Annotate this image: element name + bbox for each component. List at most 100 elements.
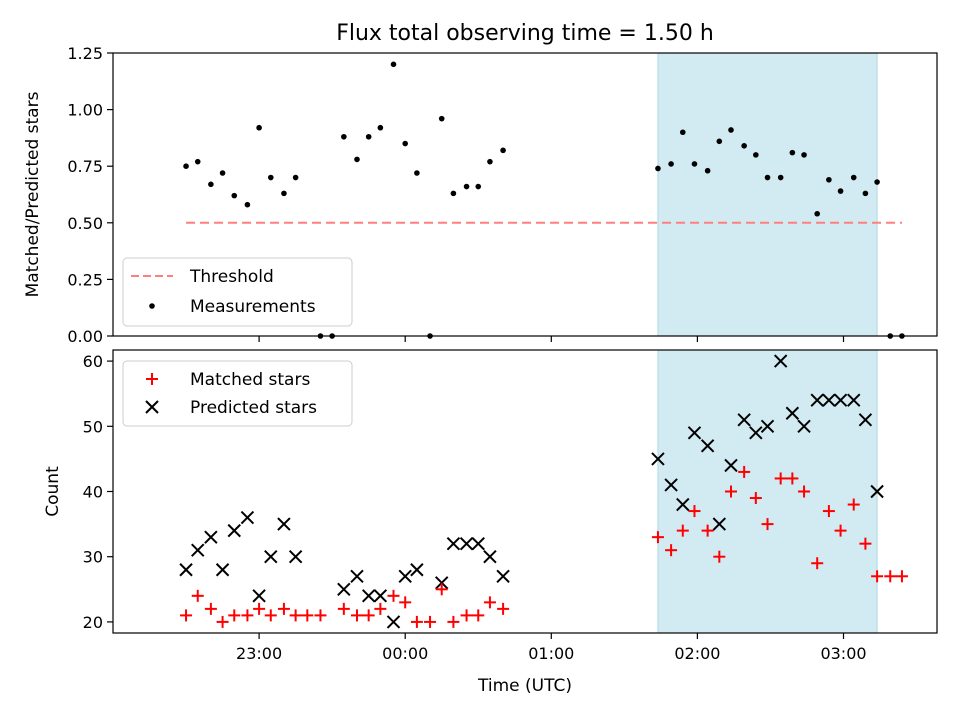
predicted-star-point — [712, 517, 727, 531]
matched-star-point — [725, 485, 737, 498]
threshold-legend-label: Threshold — [189, 267, 274, 287]
predicted-star-point — [459, 536, 474, 551]
matched-star-point — [435, 583, 448, 596]
time-x-tick-label: 02:00 — [674, 644, 720, 663]
measurement-point — [789, 149, 796, 156]
matched-star-point — [738, 465, 751, 478]
predicted-legend-label: Predicted stars — [190, 398, 317, 418]
measurement-point — [862, 190, 869, 197]
measurement-point — [365, 133, 372, 140]
matched-star-point — [460, 609, 473, 622]
predicted-star-point — [446, 536, 461, 551]
predicted-star-point — [435, 576, 449, 590]
matched-star-point — [822, 505, 835, 518]
matched-star-points — [180, 465, 908, 628]
matched-star-point — [834, 524, 847, 537]
predicted-star-point — [810, 393, 824, 407]
predicted-star-point — [215, 563, 230, 577]
predicted-star-point — [687, 426, 702, 440]
matched-star-point — [884, 570, 897, 583]
matched-star-point — [314, 609, 327, 622]
matched-star-point — [374, 602, 387, 615]
measurement-point — [679, 129, 686, 136]
measurement-point — [450, 190, 457, 197]
observing-window-shade-top — [657, 52, 878, 337]
predicted-star-point — [240, 510, 255, 525]
matched-star-point — [241, 609, 254, 622]
matched-star-point — [387, 589, 400, 602]
matched-star-point — [798, 485, 811, 498]
matched-legend-swatch — [146, 373, 158, 385]
predicted-star-point — [386, 615, 401, 629]
matched-star-point — [786, 472, 799, 485]
measurement-point — [668, 161, 674, 167]
count-y-tick-label: 20 — [83, 613, 103, 632]
measurement-point — [874, 179, 880, 185]
matched-star-point — [180, 609, 193, 622]
predicted-star-point — [797, 419, 811, 433]
matched-star-point — [676, 524, 689, 537]
measurement-point — [183, 163, 189, 169]
predicted-star-point — [749, 426, 763, 440]
count-y-axis-label: Count — [43, 466, 63, 517]
predicted-star-point — [337, 582, 351, 597]
measurement-point — [764, 174, 771, 181]
predicted-star-point — [252, 589, 266, 603]
matched-star-point — [472, 609, 485, 622]
measurement-point — [826, 176, 832, 183]
matched-star-point — [410, 615, 423, 628]
measurement-point — [414, 170, 420, 176]
matched-star-point — [204, 602, 217, 615]
predicted-star-point — [760, 419, 775, 433]
observing-window-shade-bottom — [657, 349, 878, 634]
matched-star-point — [774, 472, 787, 485]
measurement-point — [753, 152, 759, 158]
ratio-x-ticks — [258, 336, 845, 342]
measurement-point — [194, 158, 201, 165]
measurement-point — [267, 174, 274, 181]
predicted-star-point — [847, 393, 861, 407]
chart-title: Flux total observing time = 1.50 h — [336, 21, 714, 46]
predicted-star-point — [471, 536, 485, 551]
count-x-ticks: 23:00 00:00 01:00 02:00 03:00 — [236, 633, 867, 663]
matched-star-point — [289, 609, 302, 622]
predicted-star-point — [264, 550, 278, 564]
matched-star-point — [651, 531, 664, 544]
ratio-y-tick-label: 0.75 — [67, 157, 103, 176]
time-x-axis-label: Time (UTC) — [477, 676, 572, 696]
predicted-legend-swatch — [145, 400, 159, 414]
matched-star-point — [665, 544, 678, 557]
measurement-point — [256, 124, 262, 131]
measurement-point — [728, 127, 734, 133]
measurement-point — [244, 201, 251, 208]
predicted-star-point — [870, 484, 884, 499]
matched-star-point — [701, 524, 714, 537]
measurement-point — [354, 156, 360, 163]
predicted-star-point — [833, 393, 848, 407]
measurement-point — [801, 152, 807, 158]
predicted-star-point — [724, 458, 738, 473]
measurement-point — [341, 133, 347, 140]
measurements-legend-label: Measurements — [190, 297, 316, 317]
measurement-point — [704, 167, 711, 174]
measurement-point — [208, 181, 214, 188]
time-x-tick-label: 03:00 — [820, 644, 866, 663]
measurements-legend-swatch — [149, 303, 155, 309]
predicted-star-point — [737, 413, 751, 427]
predicted-star-point — [361, 589, 376, 603]
measurement-point — [402, 140, 408, 147]
time-x-tick-label: 00:00 — [382, 644, 428, 663]
ratio-legend: Threshold Measurements — [122, 257, 353, 327]
matched-star-point — [871, 570, 884, 583]
matched-star-point — [277, 602, 290, 615]
count-y-tick-label: 50 — [83, 417, 103, 436]
matched-star-point — [761, 518, 774, 531]
predicted-star-point — [191, 543, 205, 557]
predicted-star-point — [651, 452, 665, 466]
count-y-tick-label: 30 — [83, 548, 103, 567]
matched-star-point — [749, 492, 762, 505]
measurement-point — [475, 183, 482, 190]
ratio-y-tick-label: 0.25 — [67, 270, 103, 289]
count-panel: 20 30 40 50 60 23:00 00:00 01:00 02:00 03:00 Cou… — [43, 349, 938, 696]
